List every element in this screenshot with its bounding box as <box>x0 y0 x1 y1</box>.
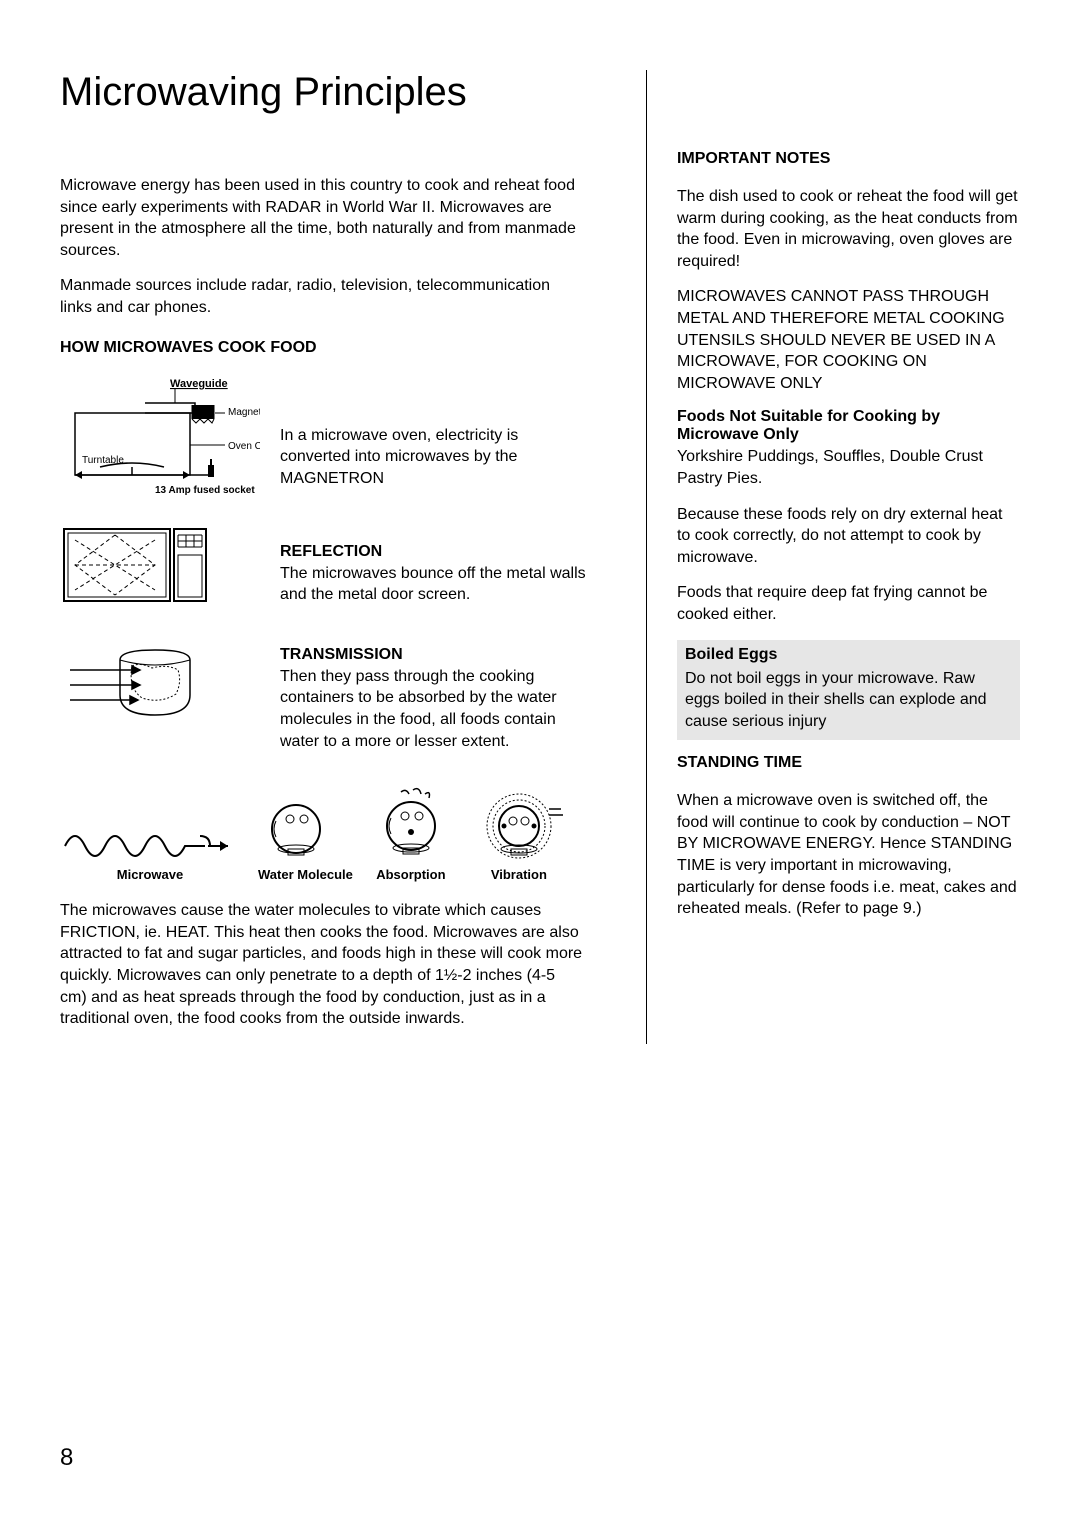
transmission-text-block: TRANSMISSION Then they pass through the … <box>280 640 586 766</box>
label-oven-cavity: Oven Cavity <box>228 441 260 452</box>
transmission-text: Then they pass through the cooking conta… <box>280 666 586 752</box>
label-socket: 13 Amp fused socket <box>155 485 255 496</box>
left-column: Microwaving Principles Microwave energy … <box>60 70 606 1044</box>
friction-text: The microwaves cause the water molecules… <box>60 900 586 1030</box>
unsuit-para-2: Because these foods rely on dry external… <box>677 504 1020 569</box>
label-absorption: Absorption <box>371 867 451 882</box>
intro-para-2: Manmade sources include radar, radio, te… <box>60 275 586 318</box>
notes-para-2: MICROWAVES CANNOT PASS THROUGH METAL AND… <box>677 286 1020 394</box>
standing-time-heading: STANDING TIME <box>677 754 1020 772</box>
right-column: IMPORTANT NOTES The dish used to cook or… <box>646 70 1020 1044</box>
unsuit-para-1: Yorkshire Puddings, Souffles, Double Cru… <box>677 446 1020 489</box>
oven-diagram: Waveguide Magnetron Oven Cavity <box>60 375 260 505</box>
transmission-row: TRANSMISSION Then they pass through the … <box>60 640 586 766</box>
reflection-row: REFLECTION The microwaves bounce off the… <box>60 525 586 620</box>
important-notes-heading: IMPORTANT NOTES <box>677 150 1020 168</box>
standing-time-text: When a microwave oven is switched off, t… <box>677 790 1020 920</box>
reflection-diagram <box>60 525 260 605</box>
label-turntable: Turntable <box>82 455 124 466</box>
absorption-molecule: Absorption <box>371 786 451 882</box>
label-waveguide: Waveguide <box>170 378 228 390</box>
reflection-text: The microwaves bounce off the metal wall… <box>280 563 586 606</box>
oven-text-p: In a microwave oven, electricity is conv… <box>280 425 586 490</box>
notes-para-1: The dish used to cook or reheat the food… <box>677 186 1020 272</box>
eggs-heading: Boiled Eggs <box>685 646 1012 664</box>
reflection-heading: REFLECTION <box>280 543 586 561</box>
oven-diagram-row: Waveguide Magnetron Oven Cavity <box>60 375 586 505</box>
water-molecule: Water Molecule <box>258 791 353 882</box>
transmission-heading: TRANSMISSION <box>280 646 586 664</box>
oven-text: In a microwave oven, electricity is conv… <box>280 375 586 504</box>
unsuit-para-3: Foods that require deep fat frying canno… <box>677 582 1020 625</box>
boiled-eggs-callout: Boiled Eggs Do not boil eggs in your mic… <box>677 640 1020 741</box>
intro-para-1: Microwave energy has been used in this c… <box>60 175 586 261</box>
label-water: Water Molecule <box>258 867 353 882</box>
label-vibration: Vibration <box>469 867 569 882</box>
label-microwave: Microwave <box>60 867 240 882</box>
page-content: Microwaving Principles Microwave energy … <box>60 70 1020 1044</box>
how-cook-heading: HOW MICROWAVES COOK FOOD <box>60 339 586 357</box>
page-number: 8 <box>60 1444 73 1472</box>
page-title: Microwaving Principles <box>60 70 586 115</box>
transmission-diagram <box>60 640 260 730</box>
microwave-wave: Microwave <box>60 821 240 882</box>
molecule-row: Microwave Water Molecule <box>60 786 586 882</box>
vibration-molecule: Vibration <box>469 791 569 882</box>
unsuitable-heading: Foods Not Suitable for Cooking by Microw… <box>677 408 1020 444</box>
label-magnetron: Magnetron <box>228 407 260 418</box>
eggs-text: Do not boil eggs in your microwave. Raw … <box>685 668 1012 733</box>
reflection-text-block: REFLECTION The microwaves bounce off the… <box>280 525 586 620</box>
